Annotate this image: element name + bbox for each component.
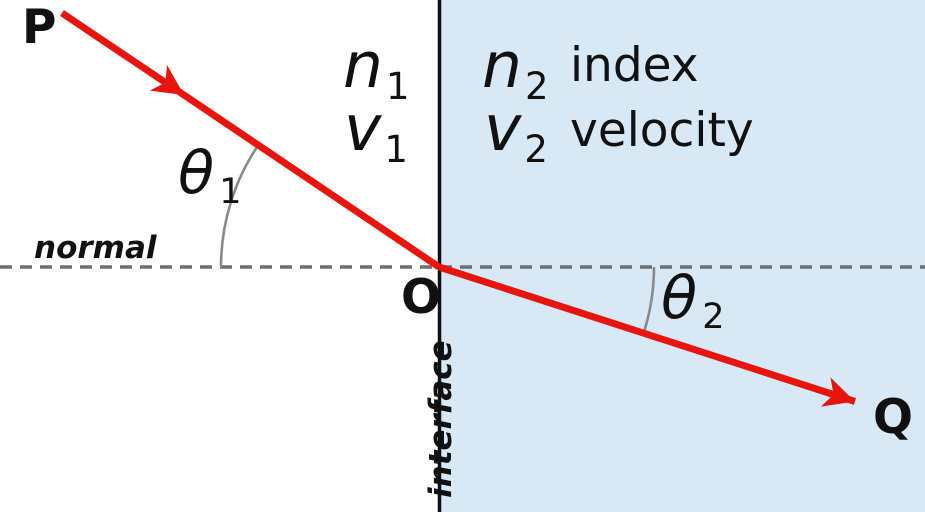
refracted-ray <box>437 263 857 407</box>
label-interface: interface <box>423 340 459 498</box>
label-index-word: index <box>570 38 699 93</box>
medium-2-region <box>440 0 925 512</box>
label-point-q: Q <box>873 390 913 445</box>
theta2-arc <box>642 266 656 334</box>
label-theta1: θ 1 <box>178 138 241 212</box>
incident-ray <box>60 10 441 270</box>
label-normal: normal <box>34 230 157 266</box>
label-velocity-word: velocity <box>570 103 754 158</box>
label-v1: v 1 <box>344 92 408 171</box>
label-theta2: θ 2 <box>661 263 724 337</box>
label-n2: n 2 <box>482 29 549 108</box>
label-n1: n 1 <box>343 29 410 108</box>
label-point-o: O <box>401 270 441 325</box>
label-v2: v 2 <box>484 92 548 171</box>
theta1-arc <box>219 144 260 268</box>
label-point-p: P <box>22 0 56 55</box>
